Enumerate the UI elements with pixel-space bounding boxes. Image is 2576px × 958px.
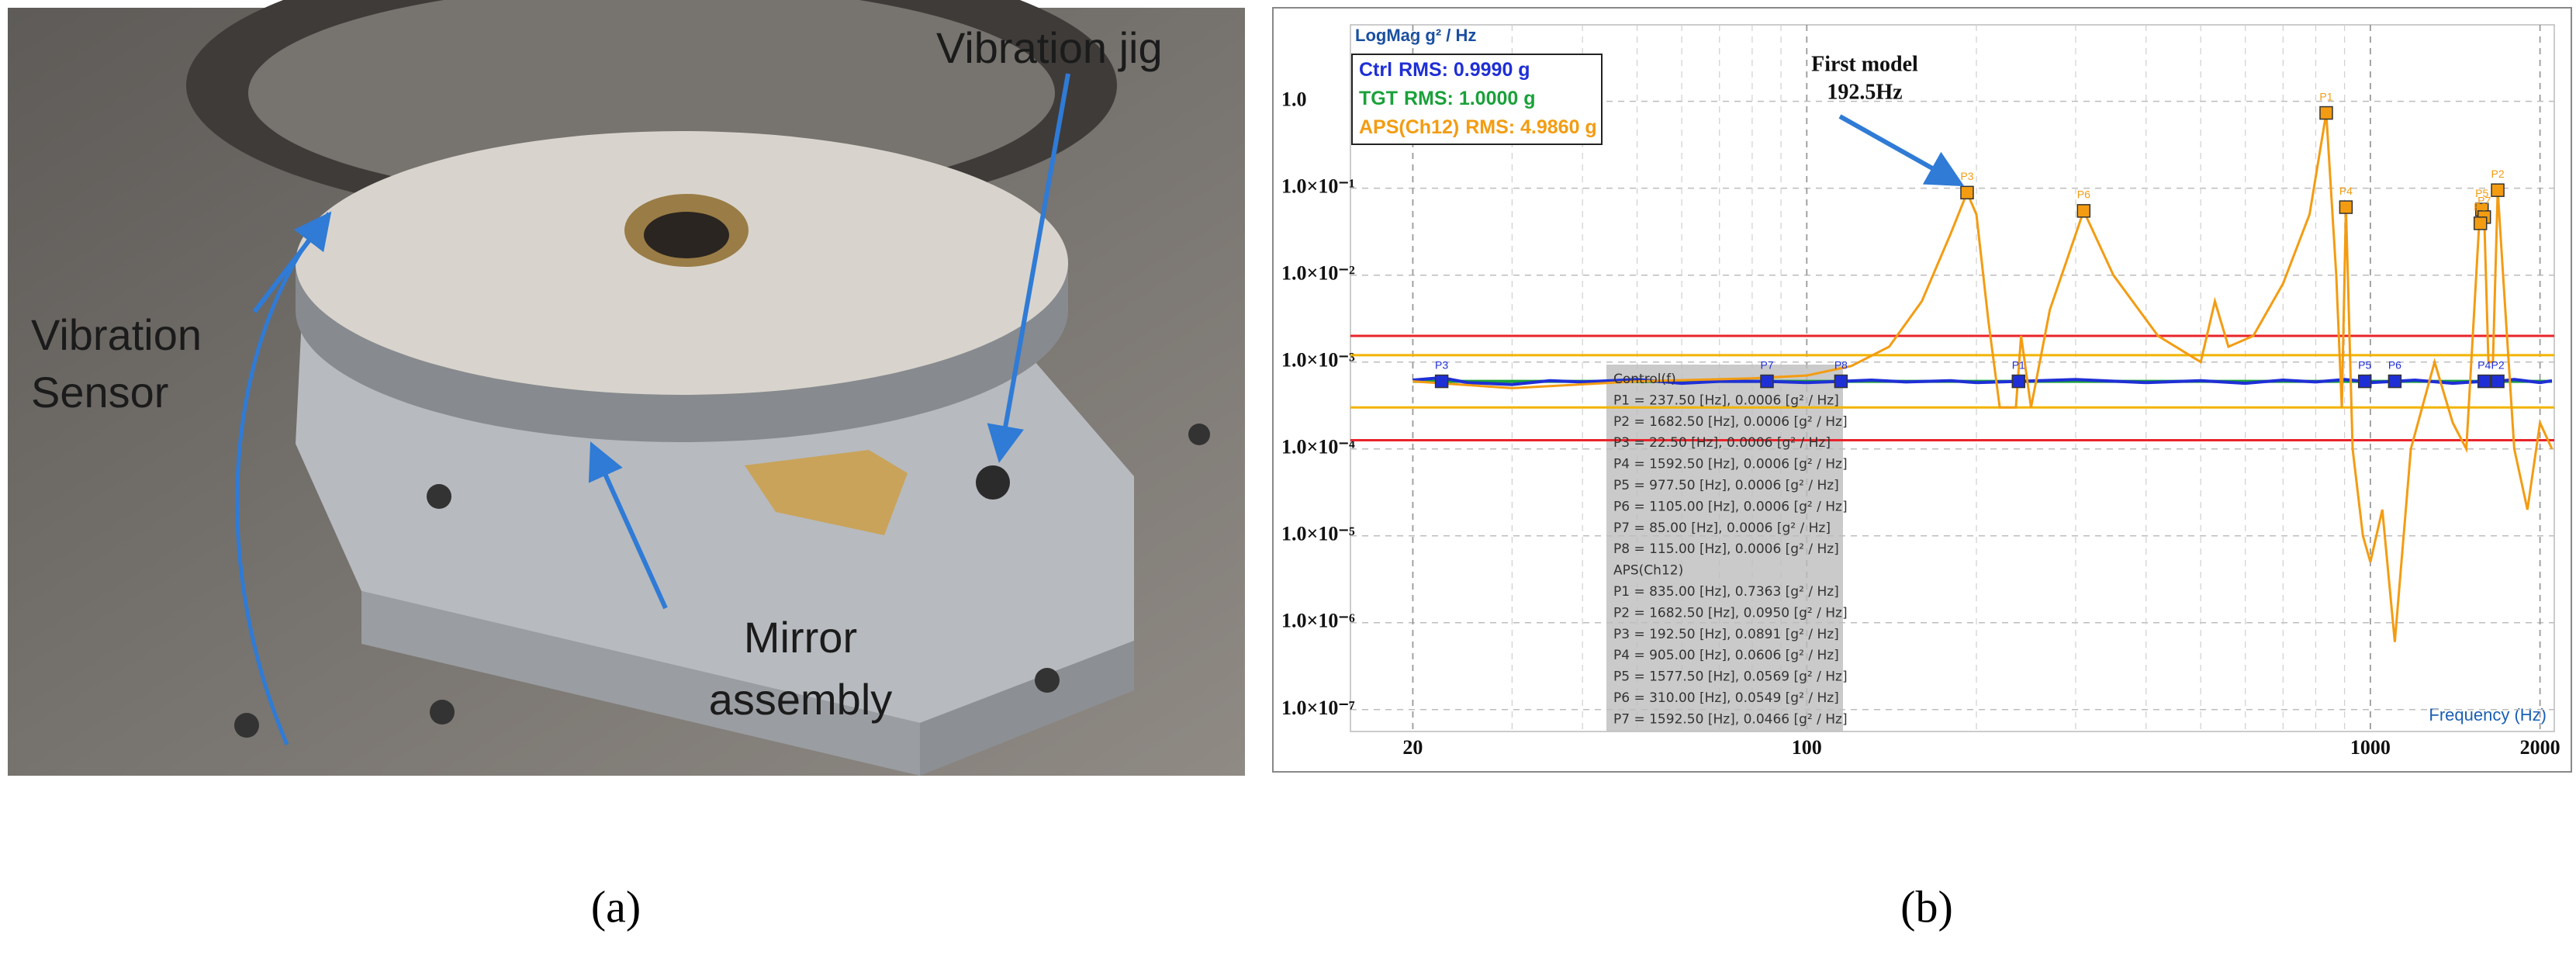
peak-label: P1 [2319,90,2332,102]
photo-label: Sensor [31,368,168,417]
legend-rms: RMS: 4.9860 g [1465,116,1597,138]
cursor-row: P1 = 835.00 [Hz], 0.7363 [g² / Hz] [1613,584,1839,600]
cursor-row: P8 = 115.00 [Hz], 0.0006 [g² / Hz] [1613,541,1839,557]
y-axis-label: LogMag g² / Hz [1355,26,1476,45]
peak-label: P4 [2339,185,2353,197]
x-tick-label: 2000 [2520,736,2560,759]
cursor-row: P3 = 192.50 [Hz], 0.0891 [g² / Hz] [1613,627,1839,642]
series-line [1412,375,2553,386]
y-tick-label: 1.0×10⁻⁶ [1281,610,1355,632]
peak-marker [1434,374,1449,389]
peak-label: P1 [2012,358,2025,371]
peak-marker [1960,185,1974,200]
peak-label: P4 [2477,358,2491,371]
annotation-arrow [1838,114,1965,187]
cursor-box [1606,365,1843,731]
cursor-row: P7 = 85.00 [Hz], 0.0006 [g² / Hz] [1613,521,1831,536]
y-tick-label: 1.0×10⁻² [1281,262,1355,285]
peak-marker [2477,374,2491,389]
peak-label: P6 [2077,188,2090,201]
x-axis-label: Frequency (Hz) [2429,705,2547,725]
peak-label: P3 [1435,358,1448,371]
x-tick-label: 100 [1792,736,1822,759]
photo-label: Mirror [744,613,857,662]
legend-entry: TGT RMS: 1.0000 g [1359,88,1536,109]
photo-label: assembly [709,675,893,724]
x-tick-label: 20 [1402,736,1423,759]
photo-label: Vibration [31,310,202,359]
legend-rms: RMS: 0.9990 g [1399,59,1530,81]
x-tick-label: 1000 [2350,736,2391,759]
peak-marker [2011,374,2026,389]
cursor-row: P6 = 310.00 [Hz], 0.0549 [g² / Hz] [1613,690,1839,706]
peak-marker [2388,374,2402,389]
cursor-row: Control(f) [1613,372,1676,387]
cursor-row: P7 = 1592.50 [Hz], 0.0466 [g² / Hz] [1613,711,1848,727]
peak-label: P8 [1834,358,1848,371]
peak-marker [2491,374,2505,389]
legend-entry: Ctrl RMS: 0.9990 g [1359,59,1530,81]
caption: (b) [1900,881,1953,932]
y-tick-label: 1.0 [1281,88,1307,111]
legend-name: Ctrl [1359,59,1392,81]
y-tick-label: 1.0×10⁻⁷ [1281,697,1355,719]
peak-marker [2339,200,2353,214]
annotation: 192.5Hz [1827,80,1902,104]
peak-label: P7 [2477,195,2491,207]
peak-marker [2319,105,2333,120]
legend-rms: RMS: 1.0000 g [1404,88,1536,109]
peak-marker [1834,374,1848,389]
y-tick-label: 1.0×10⁻³ [1281,349,1355,372]
peak-label: P2 [2491,168,2505,180]
peak-marker [2357,374,2372,389]
cursor-row: P3 = 22.50 [Hz], 0.0006 [g² / Hz] [1613,435,1831,451]
legend-entry: APS(Ch12) RMS: 4.9860 g [1359,116,1597,138]
y-tick-label: 1.0×10⁻¹ [1281,175,1355,198]
photo-label: Vibration jig [936,23,1163,72]
legend-name: APS(Ch12) [1359,116,1459,138]
cursor-row: APS(Ch12) [1613,563,1683,579]
cursor-row: P5 = 1577.50 [Hz], 0.0569 [g² / Hz] [1613,669,1848,685]
cursor-row: P6 = 1105.00 [Hz], 0.0006 [g² / Hz] [1613,499,1848,514]
peak-label: P2 [2491,358,2505,371]
y-tick-label: 1.0×10⁻⁵ [1281,523,1355,545]
peak-label: P3 [1960,170,1973,182]
cursor-row: P4 = 905.00 [Hz], 0.0606 [g² / Hz] [1613,648,1839,663]
annotation: First model [1811,52,1918,76]
cursor-row: P5 = 977.50 [Hz], 0.0006 [g² / Hz] [1613,478,1839,493]
cursor-row: P1 = 237.50 [Hz], 0.0006 [g² / Hz] [1613,393,1839,408]
peak-label: P7 [1760,358,1773,371]
cursor-row: P4 = 1592.50 [Hz], 0.0006 [g² / Hz] [1613,457,1848,472]
photo: Vibration jig Vibration Sensor Mirror as… [8,0,1245,776]
peak-label: P8 [2474,201,2487,213]
peak-label: P5 [2475,187,2488,199]
peak-marker [2076,204,2091,218]
caption: (a) [591,881,641,932]
peak-label: P5 [2358,358,2371,371]
peak-marker [2473,216,2488,230]
peak-marker [1760,374,1774,389]
cursor-row: P2 = 1682.50 [Hz], 0.0950 [g² / Hz] [1613,605,1848,621]
y-tick-label: 1.0×10⁻⁴ [1281,436,1355,458]
cursor-row: P2 = 1682.50 [Hz], 0.0006 [g² / Hz] [1613,414,1848,430]
legend-box [1351,54,1603,145]
peak-label: P6 [2388,358,2401,371]
legend-name: TGT [1359,88,1398,109]
peak-marker [2491,183,2505,197]
